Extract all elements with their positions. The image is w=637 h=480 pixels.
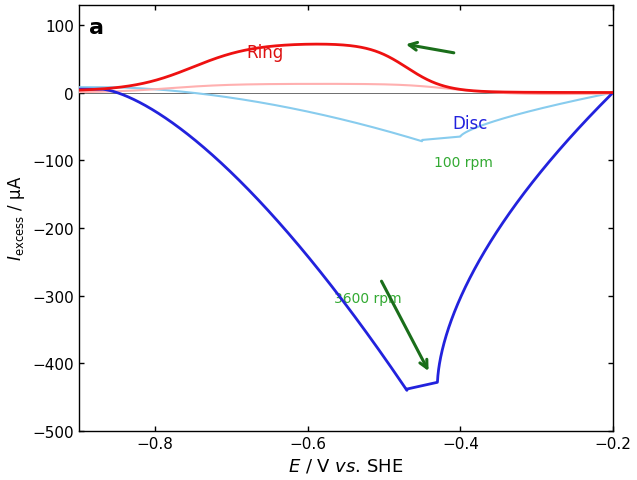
Text: 100 rpm: 100 rpm xyxy=(434,156,492,169)
Text: Ring: Ring xyxy=(247,44,284,62)
Y-axis label: $\it{I}$$_\mathrm{excess}$ / μA: $\it{I}$$_\mathrm{excess}$ / μA xyxy=(6,176,27,261)
Text: 3600 rpm: 3600 rpm xyxy=(334,292,402,306)
Text: a: a xyxy=(89,18,104,38)
X-axis label: $\it{E}$ / V $\it{vs}$. SHE: $\it{E}$ / V $\it{vs}$. SHE xyxy=(288,456,404,474)
Text: Disc: Disc xyxy=(453,115,488,133)
